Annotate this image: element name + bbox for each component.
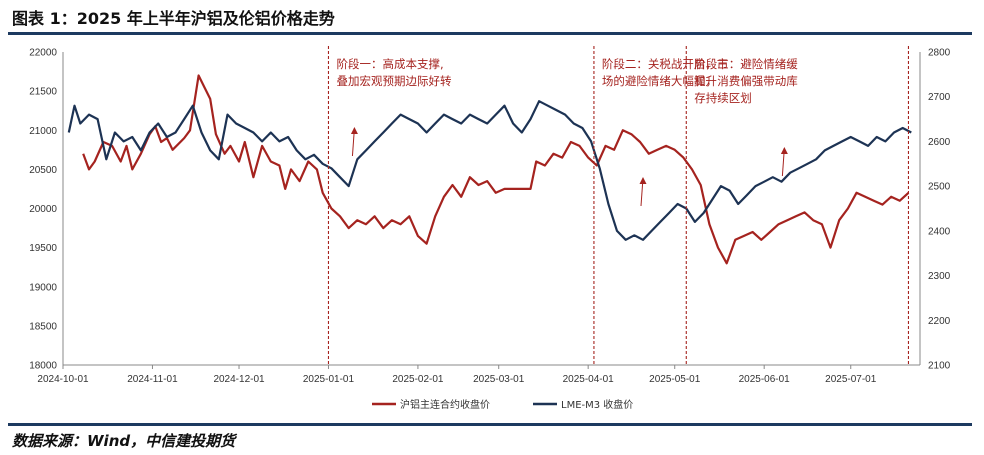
x-tick-label: 2024-10-01: [37, 374, 89, 385]
x-tick-label: 2024-11-01: [127, 374, 178, 385]
phase-annotation-text: 存持续区划: [694, 91, 752, 105]
phase-annotation-text: 阶段三：避险情绪缓: [694, 57, 798, 71]
y-left-tick-label: 22000: [29, 48, 57, 59]
y-left-tick-label: 18000: [29, 361, 57, 372]
bottom-rule: [8, 423, 972, 426]
y-right-tick-label: 2200: [928, 316, 951, 327]
trend-arrow-head: [780, 147, 788, 154]
y-right-tick-label: 2800: [928, 48, 951, 59]
trend-arrow-head: [350, 127, 358, 134]
y-left-tick-label: 18500: [29, 321, 57, 332]
y-left-tick-label: 19500: [29, 243, 57, 254]
y-left-tick-label: 21500: [29, 87, 57, 98]
series-line-lme: [67, 100, 912, 241]
legend: 沪铝主连合约收盘价 LME-M3 收盘价: [372, 398, 633, 411]
series-line-shfe: [82, 74, 910, 265]
axes-layer: 18000 18500 19000 19500 20000 20500 21000 21500…: [29, 48, 950, 386]
phase-annotation-text: 阶段二：关税战开启，市: [602, 57, 729, 71]
y-right-tick-label: 2600: [928, 137, 951, 148]
phase-annotation-text: 叠加宏观预期边际好转: [336, 74, 451, 88]
phase-marker-layer: 阶段一：高成本支撑, 叠加宏观预期边际好转 阶段二：关税战开启，市场的避险情绪大幅提…: [327, 46, 910, 365]
x-tick-label: 2025-03-01: [473, 374, 525, 385]
legend-label: LME-M3 收盘价: [561, 398, 633, 411]
source-note: 数据来源：Wind，中信建投期货: [12, 432, 236, 450]
x-tick-label: 2025-02-01: [392, 374, 444, 385]
figure-title: 图表 1：2025 年上半年沪铝及伦铝价格走势: [12, 9, 335, 28]
y-right-tick-label: 2400: [928, 226, 951, 237]
y-right-tick-label: 2500: [928, 182, 951, 193]
y-left-tick-label: 21000: [29, 126, 57, 137]
y-right-tick-label: 2700: [928, 92, 951, 103]
y-right-tick-label: 2300: [928, 271, 951, 282]
series-layer: [67, 74, 912, 265]
phase-annotation-text: 和，消费偏强带动库: [694, 74, 798, 88]
y-left-tick-label: 20500: [29, 165, 57, 176]
y-right-tick-label: 2100: [928, 361, 951, 372]
y-left-tick-label: 20000: [29, 204, 57, 215]
y-left-tick-label: 19000: [29, 282, 57, 293]
x-tick-label: 2024-12-01: [213, 374, 265, 385]
x-tick-label: 2025-05-01: [649, 374, 701, 385]
x-tick-label: 2025-01-01: [303, 374, 355, 385]
trend-arrow-head: [639, 177, 647, 184]
legend-label: 沪铝主连合约收盘价: [400, 398, 490, 411]
phase-annotation-text: 阶段一：高成本支撑,: [336, 57, 443, 71]
x-tick-label: 2025-07-01: [825, 374, 877, 385]
top-rule: [8, 32, 972, 35]
x-tick-label: 2025-06-01: [739, 374, 791, 385]
x-tick-label: 2025-04-01: [563, 374, 615, 385]
phase-annotation-text: 场的避险情绪大幅提升: [602, 74, 717, 88]
